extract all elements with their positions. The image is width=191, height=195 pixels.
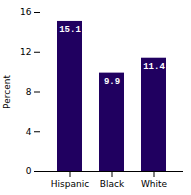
svg-text:Black: Black (100, 179, 125, 189)
svg-text:16: 16 (20, 7, 32, 17)
svg-text:Percent: Percent (2, 75, 12, 109)
svg-text:4: 4 (26, 127, 32, 137)
svg-text:White: White (141, 179, 168, 189)
svg-text:12: 12 (20, 47, 31, 57)
svg-text:9.9: 9.9 (104, 77, 120, 87)
svg-text:8: 8 (26, 87, 32, 97)
svg-text:11.4: 11.4 (143, 62, 165, 72)
svg-text:15.1: 15.1 (59, 25, 81, 35)
svg-text:0: 0 (26, 166, 32, 176)
svg-text:Hispanic: Hispanic (51, 179, 89, 189)
